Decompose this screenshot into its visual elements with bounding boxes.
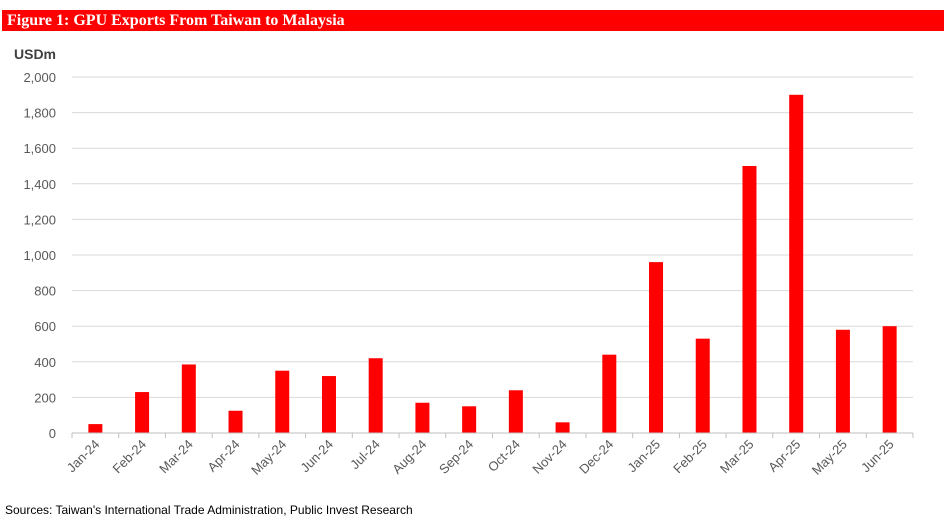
bar-jan-25	[649, 262, 664, 433]
y-tick-label: 1,000	[23, 248, 56, 263]
y-tick-label: 1,400	[23, 177, 56, 192]
figure-title: Figure 1: GPU Exports From Taiwan to Mal…	[7, 12, 345, 29]
y-tick-label: 200	[34, 390, 56, 405]
bar-aug-24	[415, 402, 430, 433]
bar-may-24	[275, 370, 290, 433]
x-tick-label: Jan-24	[64, 437, 103, 476]
x-tick-label: Jan-25	[624, 437, 663, 476]
x-tick-label: Jun-25	[858, 437, 897, 476]
x-tick-label: Apr-25	[765, 437, 803, 475]
x-tick-label: Oct-24	[485, 437, 523, 475]
y-tick-label: 0	[49, 426, 56, 441]
bar-jun-25	[882, 326, 897, 433]
y-tick-label: 1,200	[23, 212, 56, 227]
bar-nov-24	[555, 422, 570, 433]
y-axis-unit-label: USDm	[14, 46, 57, 62]
bar-apr-24	[228, 410, 243, 433]
x-tick-label: Apr-24	[204, 437, 242, 475]
x-tick-label: May-25	[809, 437, 850, 478]
bar-jun-24	[321, 376, 336, 433]
bar-jul-24	[368, 358, 383, 433]
x-tick-label: Feb-24	[109, 437, 149, 477]
y-tick-label: 600	[34, 319, 56, 334]
bars	[88, 94, 897, 434]
y-tick-label: 1,600	[23, 141, 56, 156]
y-tick-label: 400	[34, 355, 56, 370]
source-note: Sources: Taiwan's International Trade Ad…	[5, 503, 413, 517]
bar-feb-25	[695, 338, 710, 433]
bar-oct-24	[508, 390, 523, 433]
y-tick-label: 2,000	[23, 70, 56, 85]
y-axis-ticks: 0 200 400 600 800 1,000 1,200 1,400 1,600 1,800 2,…	[23, 70, 56, 441]
x-tick-label: Aug-24	[389, 437, 429, 477]
x-tick-label: Mar-24	[156, 437, 196, 477]
x-tick-label: Sep-24	[436, 437, 476, 477]
bar-mar-25	[742, 166, 757, 433]
y-tick-label: 1,800	[23, 106, 56, 121]
x-tick-label: May-24	[248, 437, 289, 478]
x-tick-label: Feb-25	[670, 437, 710, 477]
gridlines	[72, 76, 913, 398]
bar-mar-24	[181, 364, 196, 433]
x-tick-label: Jul-24	[347, 437, 383, 473]
x-axis-ticks: Jan-24 Feb-24 Mar-24 Apr-24 May-24 Jun-24 Jul-…	[64, 437, 897, 478]
bar-sep-24	[462, 406, 477, 433]
x-tick-label: Jun-24	[297, 437, 336, 476]
bar-dec-24	[602, 354, 617, 433]
bar-feb-24	[135, 392, 150, 433]
bar-jan-24	[88, 424, 103, 433]
figure-title-bar: Figure 1: GPU Exports From Taiwan to Mal…	[2, 10, 944, 31]
y-tick-label: 800	[34, 284, 56, 299]
x-tick-label: Nov-24	[529, 437, 569, 477]
bar-apr-25	[789, 94, 804, 434]
x-tick-label: Mar-25	[717, 437, 757, 477]
bar-may-25	[835, 329, 850, 433]
x-axis	[71, 432, 914, 438]
x-tick-label: Dec-24	[576, 437, 616, 477]
